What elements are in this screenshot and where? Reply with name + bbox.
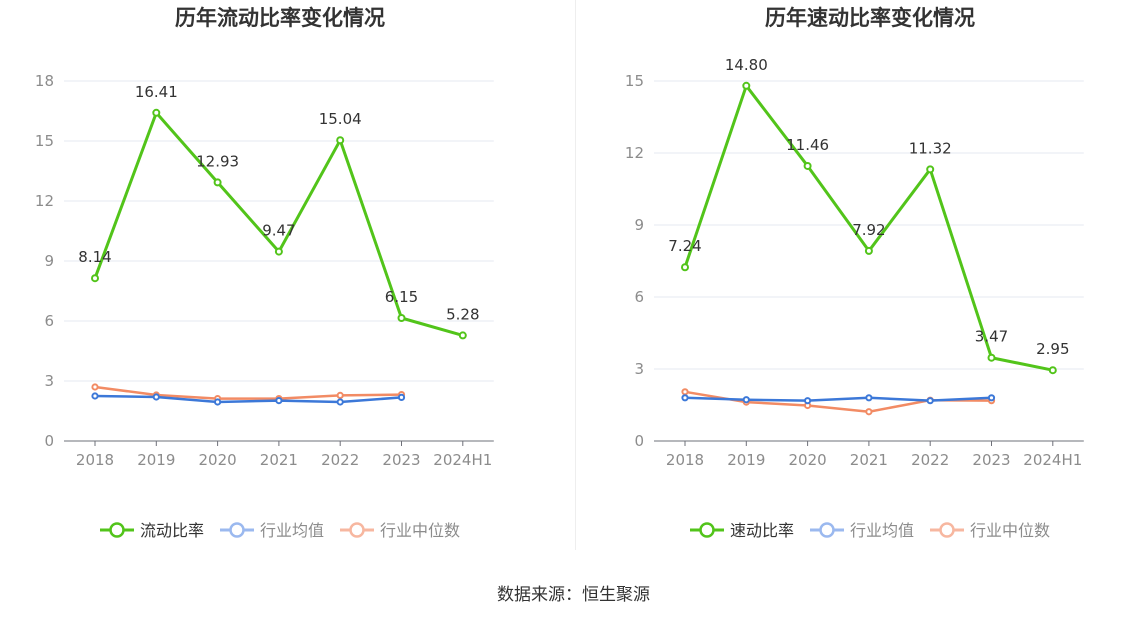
legend-marker <box>349 522 365 538</box>
x-tick-label: 2019 <box>137 451 175 469</box>
data-label: 7.24 <box>668 237 701 255</box>
x-tick-label: 2024H1 <box>433 451 492 469</box>
data-point <box>91 274 99 283</box>
legend-marker <box>229 522 245 538</box>
data-label: 9.47 <box>262 222 295 240</box>
x-tick-label: 2021 <box>260 451 298 469</box>
y-tick-label: 6 <box>634 288 644 306</box>
data-point <box>152 108 161 117</box>
data-point <box>865 408 873 416</box>
chart-title: 历年流动比率变化情况 <box>175 6 385 30</box>
series-line-行业中位数 <box>94 385 402 400</box>
data-label: 6.15 <box>385 288 418 306</box>
data-point <box>274 247 283 256</box>
x-tick-label: 2023 <box>382 451 420 469</box>
y-tick-label: 12 <box>35 192 54 210</box>
data-point <box>397 314 406 322</box>
data-label: 3.47 <box>975 328 1008 346</box>
legend-marker <box>819 522 835 538</box>
y-tick-label: 15 <box>35 132 54 150</box>
data-point <box>91 392 99 400</box>
legend-marker <box>939 522 955 538</box>
data-point <box>742 81 751 90</box>
y-tick-label: 18 <box>35 72 54 90</box>
y-tick-label: 12 <box>625 144 644 162</box>
y-tick-label: 0 <box>44 432 54 450</box>
data-point <box>152 393 160 401</box>
data-label: 11.32 <box>909 139 952 157</box>
y-tick-label: 15 <box>625 72 644 90</box>
data-point <box>336 136 345 145</box>
x-tick-label: 2024H1 <box>1023 451 1082 469</box>
x-tick-label: 2022 <box>321 451 359 469</box>
x-tick-label: 2022 <box>911 451 949 469</box>
data-point <box>397 393 406 401</box>
data-point <box>681 394 689 402</box>
data-point <box>926 165 935 174</box>
data-point <box>336 398 344 406</box>
data-point <box>803 161 812 170</box>
x-tick-label: 2018 <box>76 451 114 469</box>
data-label: 11.46 <box>786 136 829 154</box>
data-label: 14.80 <box>725 56 768 74</box>
data-point <box>864 246 873 255</box>
legend-label: 速动比率 <box>730 521 794 540</box>
data-label: 7.92 <box>852 221 885 239</box>
data-point <box>987 394 996 402</box>
data-point <box>804 397 812 405</box>
series-line-行业均值 <box>684 396 992 402</box>
y-tick-label: 3 <box>634 360 644 378</box>
y-tick-label: 9 <box>634 216 644 234</box>
data-label: 16.41 <box>135 83 178 101</box>
legend-label: 流动比率 <box>140 521 204 540</box>
data-point <box>926 397 934 405</box>
legend-label: 行业均值 <box>260 521 324 540</box>
x-tick-label: 2021 <box>850 451 888 469</box>
chart-title: 历年速动比率变化情况 <box>765 6 975 30</box>
data-label: 12.93 <box>196 152 239 170</box>
data-point <box>865 394 873 402</box>
data-point <box>742 396 750 404</box>
y-tick-label: 0 <box>634 432 644 450</box>
data-point <box>91 383 99 391</box>
x-tick-label: 2019 <box>727 451 765 469</box>
x-tick-label: 2023 <box>972 451 1010 469</box>
data-point <box>275 397 283 405</box>
data-point <box>214 398 222 406</box>
data-point <box>987 353 996 362</box>
legend-label: 行业中位数 <box>380 521 460 540</box>
y-tick-label: 3 <box>44 372 54 390</box>
x-tick-label: 2018 <box>666 451 704 469</box>
legend-label: 行业均值 <box>850 521 914 540</box>
y-tick-label: 9 <box>44 252 54 270</box>
data-point <box>1048 366 1057 375</box>
x-tick-label: 2020 <box>789 451 827 469</box>
x-tick-label: 2020 <box>199 451 237 469</box>
data-label: 2.95 <box>1036 340 1069 358</box>
data-point <box>336 391 344 399</box>
legend-label: 行业中位数 <box>970 521 1050 540</box>
data-point <box>213 178 222 187</box>
series-line-行业均值 <box>94 394 402 404</box>
y-tick-label: 6 <box>44 312 54 330</box>
data-point <box>681 388 689 396</box>
panel-divider <box>575 0 576 550</box>
data-source-note: 数据来源：恒生聚源 <box>497 585 650 605</box>
legend-marker <box>699 522 715 538</box>
legend-marker <box>109 522 125 538</box>
data-label: 5.28 <box>446 305 479 323</box>
data-label: 15.04 <box>319 110 362 128</box>
data-point <box>458 331 467 340</box>
data-point <box>681 263 689 272</box>
series-line-行业中位数 <box>684 390 992 413</box>
data-label: 8.14 <box>78 248 111 266</box>
